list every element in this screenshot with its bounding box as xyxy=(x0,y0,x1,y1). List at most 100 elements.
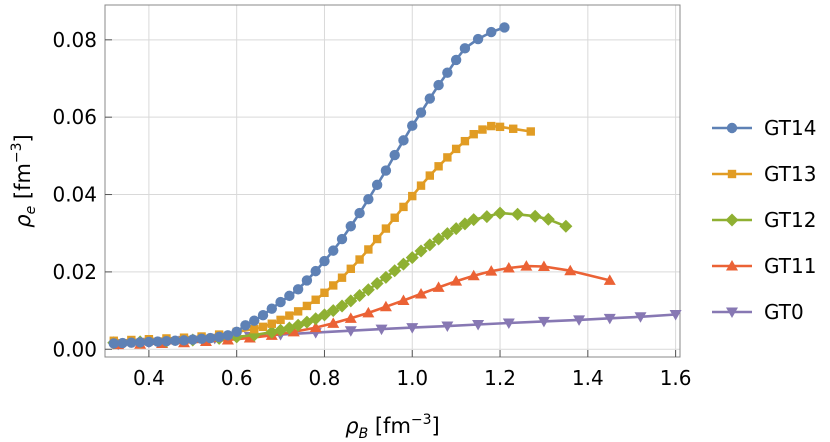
data-point xyxy=(487,121,496,131)
data-point xyxy=(143,336,155,348)
data-point xyxy=(499,22,510,33)
y-tick-label: 0.08 xyxy=(52,28,97,52)
x-tick-label: 1.0 xyxy=(396,366,428,390)
data-point xyxy=(355,255,364,264)
data-point xyxy=(469,129,478,139)
data-point xyxy=(344,326,357,337)
legend-marker xyxy=(725,213,739,227)
data-point xyxy=(434,162,443,171)
data-point xyxy=(467,213,481,227)
data-point xyxy=(258,322,268,332)
data-point xyxy=(265,325,279,339)
x-tick-label: 1.6 xyxy=(660,366,692,390)
y-tick-label: 0.06 xyxy=(52,105,97,129)
data-point xyxy=(309,321,322,333)
data-point xyxy=(267,319,276,328)
data-point xyxy=(526,127,535,136)
data-point xyxy=(371,179,383,191)
legend-item-gt0: GT0 xyxy=(712,300,804,324)
y-tick-label: 0.00 xyxy=(52,337,97,361)
legend-label: GT13 xyxy=(764,162,816,186)
axis-ticks: 0.4 0.6 0.8 1.0 1.2 1.4 1.6 0.00 0.02 0.04 0.06 0.0… xyxy=(52,28,691,390)
data-point xyxy=(493,206,507,220)
data-point xyxy=(287,325,300,337)
data-point xyxy=(537,316,550,328)
data-point xyxy=(450,275,463,286)
data-point xyxy=(187,334,198,345)
data-point xyxy=(424,93,436,104)
data-point xyxy=(310,265,321,277)
data-point xyxy=(320,288,329,297)
data-point xyxy=(397,294,410,306)
y-tick-label: 0.02 xyxy=(52,260,97,284)
data-point xyxy=(425,171,435,180)
data-point xyxy=(451,144,461,154)
data-point xyxy=(196,333,207,345)
data-point xyxy=(161,335,172,347)
data-point xyxy=(406,323,419,334)
data-point xyxy=(537,260,550,271)
data-point xyxy=(337,273,347,282)
data-point xyxy=(441,321,454,333)
data-point xyxy=(329,281,338,290)
x-tick-label: 1.4 xyxy=(572,366,604,390)
legend-item-gt11: GT11 xyxy=(712,254,816,278)
legend-marker xyxy=(726,122,738,134)
data-point xyxy=(345,221,357,232)
data-point xyxy=(379,300,392,312)
data-point xyxy=(292,284,304,295)
data-point xyxy=(381,224,391,233)
data-point xyxy=(344,294,358,308)
data-point xyxy=(375,324,388,336)
data-point xyxy=(520,260,533,271)
data-point xyxy=(423,238,437,252)
data-point xyxy=(564,264,577,276)
data-point xyxy=(354,207,365,219)
data-point xyxy=(108,338,119,349)
data-point xyxy=(396,257,410,271)
data-point xyxy=(541,212,555,226)
data-point xyxy=(326,304,340,318)
data-point xyxy=(433,79,444,91)
x-tick-label: 0.8 xyxy=(309,366,341,390)
data-point xyxy=(472,320,485,331)
data-point xyxy=(528,209,542,223)
data-point xyxy=(486,26,497,38)
data-point xyxy=(459,43,471,54)
data-point xyxy=(388,264,402,278)
data-point xyxy=(390,213,399,222)
data-point xyxy=(472,33,484,45)
data-point xyxy=(353,288,367,302)
data-point xyxy=(442,67,453,78)
data-point xyxy=(327,317,340,328)
data-point xyxy=(240,320,251,331)
data-point xyxy=(502,318,515,329)
data-point xyxy=(361,283,375,297)
plot-frame xyxy=(104,4,681,358)
data-point xyxy=(362,306,375,318)
data-point xyxy=(634,312,647,323)
data-point xyxy=(380,165,392,176)
series-gt14 xyxy=(108,22,510,349)
data-point xyxy=(415,107,427,118)
data-point xyxy=(432,281,445,292)
series-gt12 xyxy=(107,206,573,350)
data-point xyxy=(379,270,393,284)
legend-marker xyxy=(726,307,738,318)
legend: GT14 GT13 GT12 GT11 GT0 xyxy=(712,116,816,324)
data-point xyxy=(449,222,463,236)
data-point xyxy=(344,312,357,323)
data-point xyxy=(370,277,384,291)
series-line xyxy=(113,124,531,343)
data-point xyxy=(460,136,470,146)
data-point xyxy=(440,227,454,241)
data-point xyxy=(485,265,498,276)
data-point xyxy=(502,262,515,273)
data-point xyxy=(408,191,417,201)
legend-label: GT12 xyxy=(764,208,816,232)
y-tick-label: 0.04 xyxy=(52,183,97,207)
x-tick-label: 0.4 xyxy=(133,366,165,390)
data-point xyxy=(603,274,616,285)
data-point xyxy=(293,307,303,316)
data-point xyxy=(249,315,260,326)
